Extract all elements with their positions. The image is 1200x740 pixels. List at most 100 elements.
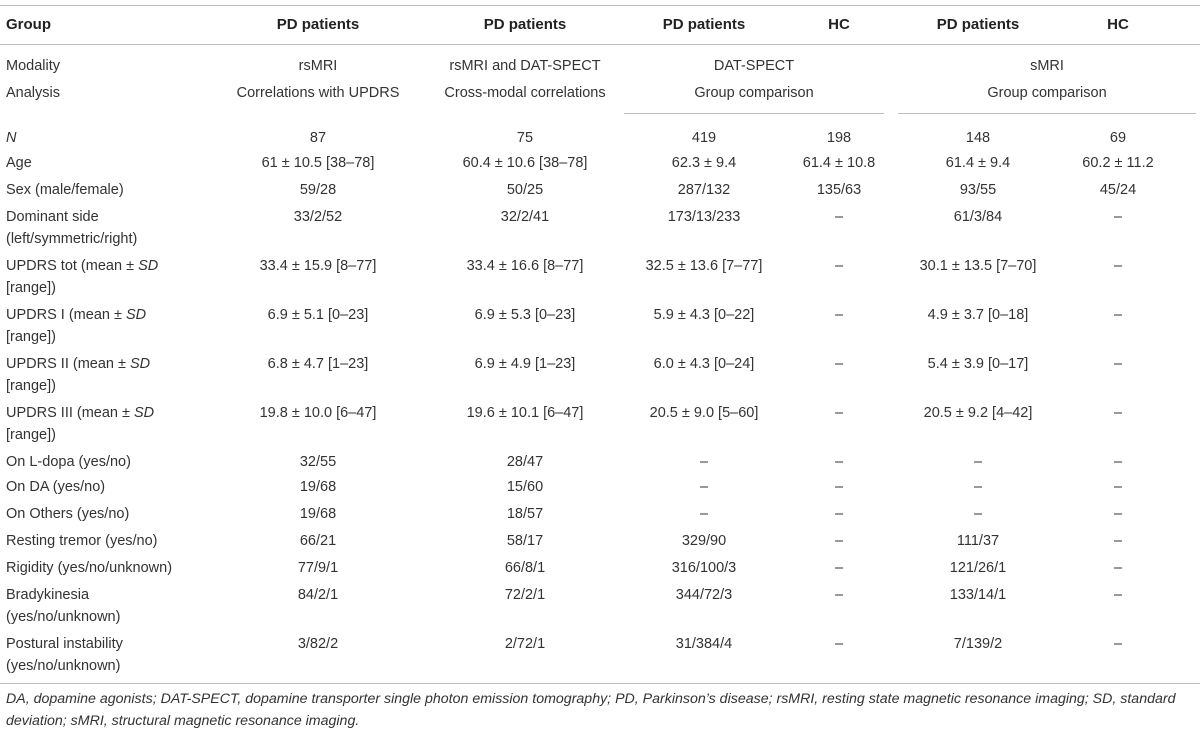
table-cell: 45/24 (1099, 182, 1137, 198)
header-col-3: PD patients (662, 16, 746, 33)
table-cell: – (973, 454, 983, 470)
table-cell: – (834, 454, 844, 470)
row-label-line: Rigidity (yes/no/unknown) (6, 560, 173, 576)
table-cell: 5.4 ± 3.9 [0–17] (927, 356, 1029, 372)
table-cell: – (1113, 209, 1123, 225)
header-col-4: HC (828, 16, 850, 33)
table-cell: 28/47 (506, 454, 544, 470)
analysis-label: Analysis (6, 85, 60, 101)
row-label: Age (6, 152, 32, 174)
table-cell: 18/57 (506, 506, 544, 522)
row-label-line: Age (6, 155, 32, 171)
table-cell: 77/9/1 (297, 560, 339, 576)
table-cell: – (834, 209, 844, 225)
table-cell: 287/132 (677, 182, 731, 198)
table-cell: – (834, 479, 844, 495)
analysis-col-4: Group comparison (987, 85, 1107, 101)
table-cell: 75 (516, 130, 534, 146)
table-cell: 61/3/84 (953, 209, 1003, 225)
row-label: Rigidity (yes/no/unknown) (6, 557, 172, 579)
table-cell: 93/55 (959, 182, 997, 198)
row-label: UPDRS I (mean ± SD [range]) (6, 304, 146, 348)
row-label: Resting tremor (yes/no) (6, 530, 158, 552)
table-cell: 344/72/3 (675, 587, 733, 603)
table-cell: 6.9 ± 4.9 [1–23] (474, 356, 576, 372)
table-cell: 87 (309, 130, 327, 146)
table-cell: – (1113, 587, 1123, 603)
table-cell: 7/139/2 (953, 636, 1003, 652)
table-cell: 133/14/1 (949, 587, 1007, 603)
table-cell: – (699, 479, 709, 495)
table-cell: 15/60 (506, 479, 544, 495)
table-cell: – (1113, 405, 1123, 421)
table-cell: – (699, 454, 709, 470)
table-cell: 66/8/1 (504, 560, 546, 576)
table-cell: 32.5 ± 13.6 [7–77] (645, 258, 763, 274)
row-label: UPDRS III (mean ± SD [range]) (6, 402, 154, 446)
table-cell: 59/28 (299, 182, 337, 198)
table-cell: 111/37 (956, 533, 1000, 549)
header-col-1: PD patients (276, 16, 360, 33)
table-cell: 30.1 ± 13.5 [7–70] (919, 258, 1037, 274)
table-cell: 148 (965, 130, 991, 146)
table-cell: 316/100/3 (671, 560, 737, 576)
table-cell: – (1113, 533, 1123, 549)
table-cell: 19.6 ± 10.1 [6–47] (466, 405, 584, 421)
row-label-line: UPDRS tot (mean ± SD (6, 258, 159, 274)
header-col-6: HC (1107, 16, 1129, 33)
header-rule (0, 44, 1200, 45)
analysis-col-2: Cross-modal correlations (444, 85, 606, 101)
header-col-2: PD patients (483, 16, 567, 33)
table-cell: 33.4 ± 16.6 [8–77] (466, 258, 584, 274)
table-cell: – (834, 533, 844, 549)
row-label-line: Sex (male/female) (6, 182, 124, 198)
footnote-text: DA, dopamine agonists; DAT-SPECT, dopami… (6, 691, 1176, 729)
table-cell: 19.8 ± 10.0 [6–47] (259, 405, 377, 421)
table-cell: 72/2/1 (504, 587, 546, 603)
table-cell: 329/90 (681, 533, 727, 549)
table-cell: – (1113, 506, 1123, 522)
row-label: On Others (yes/no) (6, 503, 129, 525)
table-cell: 173/13/233 (667, 209, 741, 225)
table-cell: – (1113, 479, 1123, 495)
table-cell: 62.3 ± 9.4 (671, 155, 737, 171)
row-label-line: (left/symmetric/right) (6, 231, 138, 247)
table-cell: 33.4 ± 15.9 [8–77] (259, 258, 377, 274)
smri-group-rule (898, 113, 1196, 114)
table-cell: 419 (691, 130, 717, 146)
table-cell: – (834, 506, 844, 522)
table-cell: 50/25 (506, 182, 544, 198)
row-label-line: Dominant side (6, 209, 99, 225)
header-col-5: PD patients (936, 16, 1020, 33)
table-cell: 5.9 ± 4.3 [0–22] (653, 307, 755, 323)
row-label-line: UPDRS III (mean ± SD (6, 405, 155, 421)
row-label-line: UPDRS I (mean ± SD (6, 307, 147, 323)
row-label: Dominant side (left/symmetric/right) (6, 206, 137, 250)
modality-col-3: DAT-SPECT (713, 58, 795, 74)
table-cell: 135/63 (816, 182, 862, 198)
row-label-line: [range]) (6, 329, 56, 345)
table-cell: – (973, 479, 983, 495)
modality-label: Modality (6, 58, 60, 74)
table-cell: – (834, 560, 844, 576)
table-cell: 60.2 ± 11.2 (1082, 155, 1154, 171)
table-footnote: DA, dopamine agonists; DAT-SPECT, dopami… (6, 688, 1194, 732)
table-cell: 31/384/4 (675, 636, 733, 652)
table-cell: – (1113, 454, 1123, 470)
row-label-line: Resting tremor (yes/no) (6, 533, 158, 549)
table-cell: – (834, 636, 844, 652)
row-label-line: N (6, 130, 17, 146)
table-cell: 4.9 ± 3.7 [0–18] (927, 307, 1029, 323)
table-cell: 121/26/1 (949, 560, 1007, 576)
table-cell: – (834, 356, 844, 372)
top-rule (0, 5, 1200, 6)
modality-col-4: sMRI (1030, 58, 1064, 74)
table-cell: 20.5 ± 9.2 [4–42] (923, 405, 1033, 421)
table-cell: – (1113, 560, 1123, 576)
row-label-line: (yes/no/unknown) (6, 609, 121, 625)
table-cell: – (1113, 636, 1123, 652)
table-cell: 6.0 ± 4.3 [0–24] (653, 356, 755, 372)
row-label: UPDRS II (mean ± SD [range]) (6, 353, 150, 397)
table-cell: – (834, 258, 844, 274)
